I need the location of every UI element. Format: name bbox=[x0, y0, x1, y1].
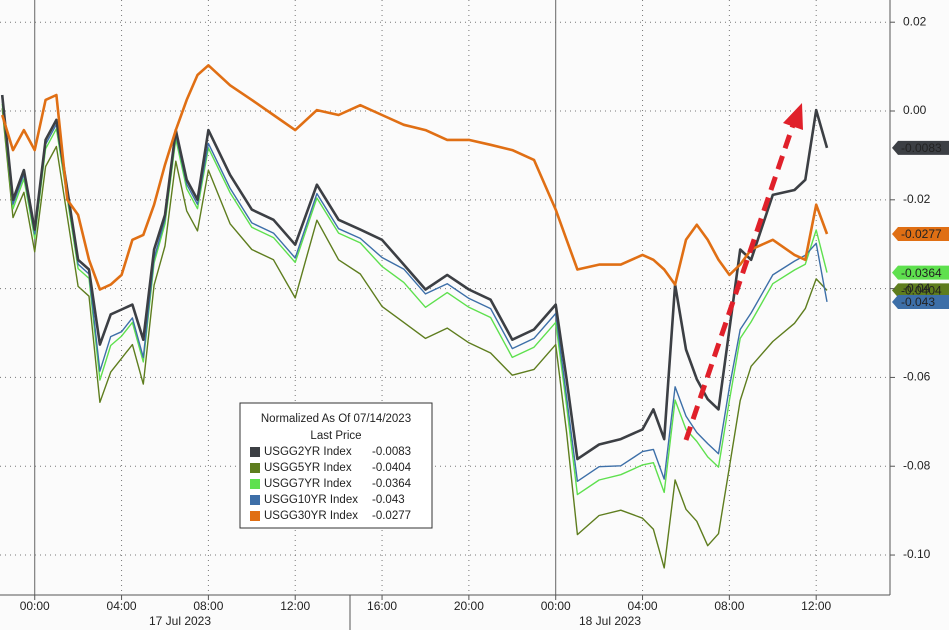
legend-value: -0.043 bbox=[372, 494, 405, 506]
lines bbox=[0, 64, 829, 569]
series-line bbox=[1, 99, 828, 482]
legend-value: -0.0277 bbox=[372, 510, 411, 522]
arrow-shaft bbox=[683, 124, 796, 441]
x-tick-label: 08:00 bbox=[193, 599, 223, 613]
legend-label: USGG30YR Index bbox=[264, 510, 358, 522]
value-tag-label: -0.0364 bbox=[901, 266, 942, 280]
y-tick-label: -0.08 bbox=[903, 458, 931, 472]
x-tick-label: 04:00 bbox=[628, 599, 658, 613]
x-tick-label: 04:00 bbox=[107, 599, 137, 613]
legend-label: USGG2YR Index bbox=[264, 446, 352, 458]
legend-swatch bbox=[250, 479, 260, 489]
y-tick-label: -0.06 bbox=[903, 370, 931, 384]
x-tick-label: 20:00 bbox=[454, 599, 484, 613]
arrow-head bbox=[783, 103, 803, 130]
value-tag bbox=[892, 265, 949, 280]
legend-swatch bbox=[250, 511, 260, 521]
x-tick-label: 00:00 bbox=[20, 599, 50, 613]
x-tick-label: 08:00 bbox=[714, 599, 744, 613]
y-tick-label: 0.00 bbox=[903, 103, 927, 117]
legend-label: USGG10YR Index bbox=[264, 494, 358, 506]
legend: Normalized As Of 07/14/2023 Last Price U… bbox=[239, 402, 433, 529]
x-tick-label: 12:00 bbox=[280, 599, 310, 613]
x-tick-label: 16:00 bbox=[367, 599, 397, 613]
legend-box bbox=[239, 402, 433, 529]
legend-value: -0.0364 bbox=[372, 478, 412, 490]
last-value-tags: -0.0404 -0.0364 -0.043 -0.0083 -0.0277 bbox=[892, 140, 949, 309]
series-line bbox=[0, 64, 829, 291]
legend-value: -0.0404 bbox=[372, 462, 412, 474]
series-line bbox=[0, 94, 829, 461]
legend-swatch bbox=[250, 495, 260, 505]
series-line bbox=[1, 103, 828, 496]
value-tag-label: -0.0083 bbox=[901, 141, 942, 155]
y-tick-label: -0.04 bbox=[903, 281, 931, 295]
x-tick-label: 12:00 bbox=[801, 599, 831, 613]
y-tick-label: -0.10 bbox=[903, 547, 931, 561]
legend-label: USGG5YR Index bbox=[264, 462, 352, 474]
value-tag bbox=[892, 283, 949, 298]
value-tag bbox=[892, 294, 949, 309]
date-label: 18 Jul 2023 bbox=[579, 614, 641, 628]
value-tag-label: -0.0404 bbox=[901, 284, 942, 298]
y-tick-label: 0.02 bbox=[903, 14, 927, 28]
legend-label: USGG7YR Index bbox=[264, 478, 352, 490]
x-tick-label: 00:00 bbox=[541, 599, 571, 613]
annotation-arrow bbox=[683, 103, 803, 441]
y-tick-label: -0.02 bbox=[903, 192, 931, 206]
value-tag-label: -0.043 bbox=[901, 295, 935, 309]
legend-items: USGG2YR Index -0.0083 USGG5YR Index -0.0404… bbox=[250, 446, 412, 522]
series-line bbox=[1, 108, 828, 569]
legend-swatch bbox=[250, 447, 260, 457]
date-label: 17 Jul 2023 bbox=[149, 614, 211, 628]
legend-swatch bbox=[250, 463, 260, 473]
legend-value: -0.0083 bbox=[372, 446, 411, 458]
value-tag bbox=[892, 227, 949, 242]
value-tag bbox=[892, 140, 949, 155]
value-tag-label: -0.0277 bbox=[901, 227, 942, 241]
legend-title: Normalized As Of 07/14/2023 bbox=[261, 413, 411, 425]
legend-subtitle: Last Price bbox=[310, 430, 361, 442]
